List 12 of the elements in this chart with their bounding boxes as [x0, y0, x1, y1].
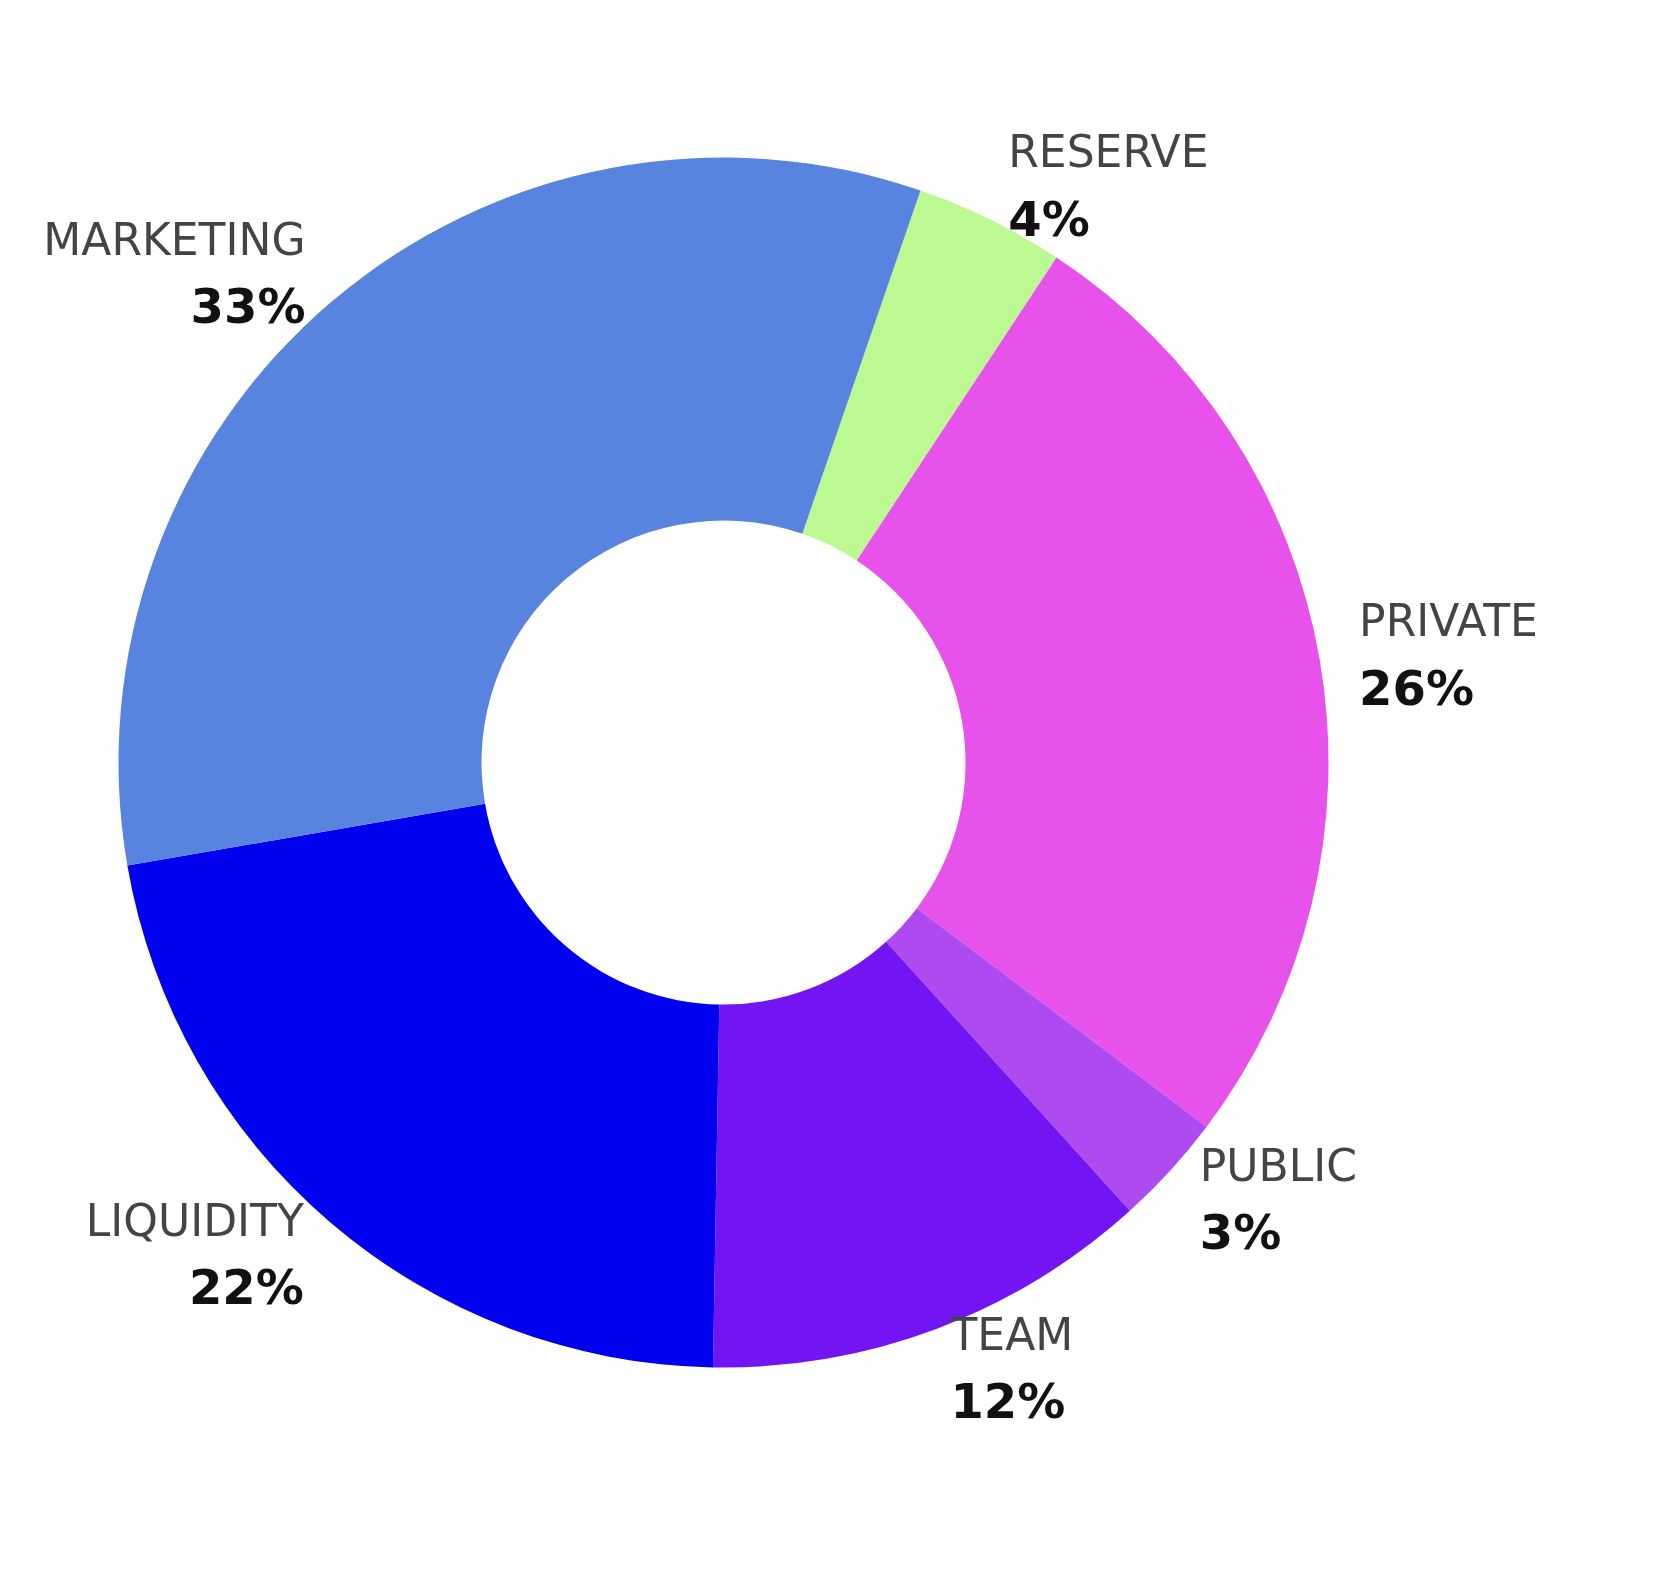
data-label: 33% [190, 278, 306, 335]
slice-label: MARKETING [43, 213, 306, 265]
data-label: 22% [188, 1259, 304, 1316]
data-label: 26% [1359, 659, 1474, 716]
data-label: 12% [950, 1373, 1066, 1430]
slice-label: PUBLIC [1199, 1139, 1357, 1191]
slice-label: PRIVATE [1359, 595, 1538, 647]
slice-label: LIQUIDITY [85, 1194, 304, 1246]
data-label: 3% [1199, 1204, 1282, 1261]
data-label: 4% [1008, 190, 1090, 247]
slice-label: RESERVE [1008, 126, 1209, 178]
slice-label: TEAM [949, 1308, 1074, 1360]
